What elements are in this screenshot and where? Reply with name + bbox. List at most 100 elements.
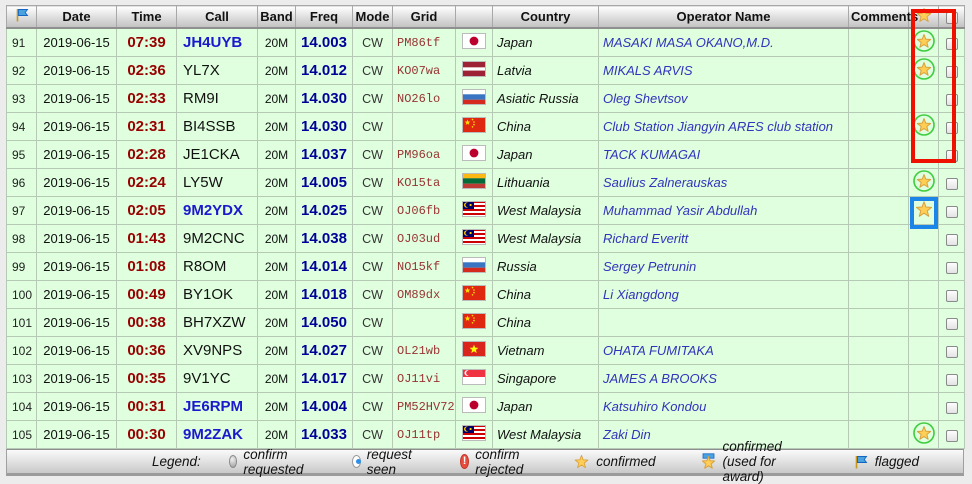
country-flag-cell <box>455 168 493 197</box>
checkbox-column-header[interactable] <box>938 5 965 29</box>
qso-callsign[interactable]: BH7XZW <box>176 308 258 337</box>
log-row: 96 2019-06-15 02:24 LY5W 20M 14.005 CW KO15ta Li… <box>6 168 965 197</box>
qso-callsign[interactable]: LY5W <box>176 168 258 197</box>
qso-callsign[interactable]: YL7X <box>176 56 258 85</box>
column-header-mode[interactable]: Mode <box>352 5 393 29</box>
column-header-band[interactable]: Band <box>257 5 296 29</box>
confirmed-award-star-icon[interactable] <box>912 422 935 444</box>
confirmed-award-star-icon[interactable] <box>912 58 935 80</box>
qso-operator-name[interactable]: Richard Everitt <box>598 224 849 253</box>
confirmed-star-icon[interactable] <box>914 199 934 219</box>
qso-callsign[interactable]: 9V1YC <box>176 364 258 393</box>
qso-callsign[interactable]: JE1CKA <box>176 140 258 169</box>
qso-frequency: 14.030 <box>295 84 353 113</box>
qso-operator-name[interactable]: Sergey Petrunin <box>598 252 849 281</box>
country-flag-china-icon <box>462 117 486 133</box>
column-header-comments[interactable]: Comments <box>848 5 918 29</box>
country-flag-cell <box>455 224 493 253</box>
qso-operator-name[interactable]: Katsuhiro Kondou <box>598 392 849 421</box>
row-checkbox[interactable] <box>945 345 958 358</box>
qso-callsign[interactable]: RM9I <box>176 84 258 113</box>
row-checkbox[interactable] <box>945 121 958 134</box>
row-checkbox[interactable] <box>945 177 958 190</box>
qso-operator-name[interactable]: Saulius Zalnerauskas <box>598 168 849 197</box>
qso-callsign[interactable]: XV9NPS <box>176 336 258 365</box>
qso-grid-square: PM86tf <box>392 27 456 57</box>
row-checkbox[interactable] <box>945 149 958 162</box>
qso-operator-name[interactable]: TACK KUMAGAI <box>598 140 849 169</box>
column-header-country[interactable]: Country <box>492 5 599 29</box>
qso-country: Lithuania <box>492 168 599 197</box>
legend-item-label: confirmed (used for award) <box>722 439 782 484</box>
qso-date: 2019-06-15 <box>36 224 117 253</box>
header-row: Date Time Call Band Freq Mode Grid Count… <box>6 5 965 29</box>
confirmation-star-cell <box>908 252 939 281</box>
column-header-freq[interactable]: Freq <box>295 5 353 29</box>
confirmed-award-star-icon[interactable] <box>912 114 935 136</box>
qso-operator-name[interactable]: JAMES A BROOKS <box>598 364 849 393</box>
column-header-call[interactable]: Call <box>176 5 258 29</box>
row-checkbox[interactable] <box>945 429 958 442</box>
qso-callsign[interactable]: JE6RPM <box>176 392 258 421</box>
log-row: 101 2019-06-15 00:38 BH7XZW 20M 14.050 CW China <box>6 308 965 337</box>
country-flag-cell <box>455 392 493 421</box>
flagged-icon <box>853 454 869 470</box>
qso-grid-square: OJ11vi <box>392 364 456 393</box>
qso-operator-name[interactable]: Li Xiangdong <box>598 280 849 309</box>
country-flag-cell <box>455 140 493 169</box>
qso-operator-name[interactable] <box>598 308 849 337</box>
row-checkbox[interactable] <box>945 261 958 274</box>
qso-callsign[interactable]: 9M2ZAK <box>176 420 258 449</box>
qso-callsign[interactable]: R8OM <box>176 252 258 281</box>
row-checkbox[interactable] <box>945 289 958 302</box>
column-header-time[interactable]: Time <box>116 5 177 29</box>
log-row: 97 2019-06-15 02:05 9M2YDX 20M 14.025 CW OJ06fb… <box>6 196 965 225</box>
row-checkbox-cell <box>938 252 965 281</box>
qso-operator-name[interactable]: MIKALS ARVIS <box>598 56 849 85</box>
column-header-operator[interactable]: Operator Name <box>598 5 849 29</box>
qso-callsign[interactable]: 9M2CNC <box>176 224 258 253</box>
row-checkbox[interactable] <box>945 401 958 414</box>
row-checkbox[interactable] <box>945 373 958 386</box>
qso-callsign[interactable]: BI4SSB <box>176 112 258 141</box>
country-flag-singapore-icon <box>462 369 486 385</box>
qso-callsign[interactable]: 9M2YDX <box>176 196 258 225</box>
qso-comments <box>848 252 909 281</box>
row-checkbox[interactable] <box>945 317 958 330</box>
qso-callsign[interactable]: BY1OK <box>176 280 258 309</box>
row-checkbox[interactable] <box>945 93 958 106</box>
qso-operator-name[interactable]: Oleg Shevtsov <box>598 84 849 113</box>
row-checkbox[interactable] <box>945 65 958 78</box>
legend-item-label: confirm rejected <box>475 446 524 477</box>
confirmed-award-star-icon[interactable] <box>912 30 935 52</box>
row-checkbox[interactable] <box>945 205 958 218</box>
qso-callsign[interactable]: JH4UYB <box>176 27 258 57</box>
qso-date: 2019-06-15 <box>36 392 117 421</box>
legend-item: flagged <box>853 454 919 470</box>
column-header-grid[interactable]: Grid <box>392 5 456 29</box>
qso-grid-square: PM96oa <box>392 140 456 169</box>
qso-band: 20M <box>257 196 296 225</box>
country-flag-vietnam-icon <box>462 341 486 357</box>
confirmed-star-icon <box>573 453 590 470</box>
confirmed-award-star-icon[interactable] <box>912 170 935 192</box>
qso-time: 00:49 <box>116 280 177 309</box>
qso-frequency: 14.004 <box>295 392 353 421</box>
qso-log-panel: Date Time Call Band Freq Mode Grid Count… <box>6 5 965 484</box>
qso-operator-name[interactable]: Zaki Din <box>598 420 849 449</box>
qso-date: 2019-06-15 <box>36 280 117 309</box>
country-flag-cell <box>455 308 493 337</box>
qso-operator-name[interactable]: Muhammad Yasir Abdullah <box>598 196 849 225</box>
row-checkbox[interactable] <box>945 233 958 246</box>
qso-operator-name[interactable]: Club Station Jiangyin ARES club station <box>598 112 849 141</box>
flag-column-header[interactable] <box>6 5 37 29</box>
row-checkbox[interactable] <box>945 37 958 50</box>
qso-operator-name[interactable]: OHATA FUMITAKA <box>598 336 849 365</box>
select-all-checkbox[interactable] <box>945 11 958 24</box>
qso-operator-name[interactable]: MASAKI MASA OKANO,M.D. <box>598 27 849 57</box>
qso-mode: CW <box>352 196 393 225</box>
qso-country: Vietnam <box>492 336 599 365</box>
qso-time: 00:38 <box>116 308 177 337</box>
qso-mode: CW <box>352 56 393 85</box>
column-header-date[interactable]: Date <box>36 5 117 29</box>
